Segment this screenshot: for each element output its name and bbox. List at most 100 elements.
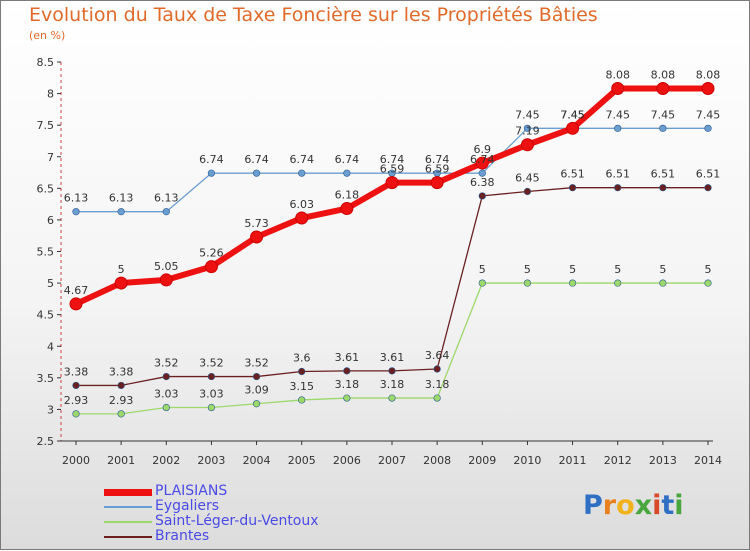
data-label: 6.03 [289, 198, 314, 211]
data-point [343, 169, 351, 177]
data-point [659, 184, 667, 192]
data-label: 6.74 [244, 153, 269, 166]
data-label: 6.45 [515, 171, 540, 184]
x-tick-label: 2002 [152, 454, 180, 467]
logo-letter: r [602, 490, 617, 521]
data-label: 6.74 [425, 153, 450, 166]
y-tick-label: 7 [47, 151, 54, 164]
y-tick-label: 3.5 [37, 372, 55, 385]
data-point [117, 410, 125, 418]
data-label: 5 [118, 263, 125, 276]
data-point [117, 381, 125, 390]
data-label: 5 [524, 263, 531, 276]
data-point [704, 124, 712, 132]
data-label: 6.51 [560, 168, 585, 181]
x-tick-label: 2003 [197, 454, 225, 467]
data-point [433, 365, 441, 373]
data-label: 6.74 [289, 153, 314, 166]
data-label: 7.45 [696, 108, 721, 121]
data-point [340, 202, 354, 216]
chart-subtitle: (en %) [29, 29, 66, 42]
x-tick-label: 2014 [694, 454, 722, 467]
legend-swatch [104, 521, 152, 523]
y-tick-label: 4.5 [37, 309, 55, 322]
data-label: 3.61 [380, 351, 405, 364]
y-tick-label: 6.5 [37, 182, 55, 195]
x-tick-label: 2009 [468, 454, 496, 467]
data-label: 7.19 [515, 125, 540, 138]
x-tick-label: 2005 [288, 454, 316, 467]
legend-swatch [104, 506, 152, 508]
data-point [566, 121, 580, 135]
data-label: 3.38 [64, 365, 89, 378]
y-tick-label: 6 [47, 214, 54, 227]
data-point [117, 208, 125, 216]
data-label: 5 [479, 263, 486, 276]
y-tick-label: 8 [47, 88, 54, 101]
data-point [114, 276, 128, 290]
data-point [204, 260, 218, 274]
data-label: 2.93 [109, 394, 134, 407]
x-tick-label: 2001 [107, 454, 135, 467]
legend-swatch [104, 488, 152, 496]
x-tick-label: 2004 [243, 454, 271, 467]
data-label: 3.38 [109, 365, 134, 378]
logo-letter: t [661, 490, 675, 521]
data-label: 7.45 [651, 108, 676, 121]
data-point [207, 403, 216, 412]
y-tick-label: 8.5 [37, 56, 55, 69]
data-label: 6.13 [109, 192, 134, 205]
data-label: 3.15 [289, 380, 314, 393]
data-label: 6.13 [154, 192, 179, 205]
data-point [611, 82, 625, 96]
data-point [72, 208, 80, 216]
data-label: 3.18 [380, 378, 405, 391]
data-point [252, 169, 261, 177]
logo-letter: x [634, 490, 653, 521]
data-point [343, 394, 351, 402]
data-label: 6.74 [470, 153, 495, 166]
y-tick-label: 2.5 [37, 435, 55, 448]
data-label: 7.45 [560, 108, 585, 121]
data-label: 8.08 [605, 69, 630, 82]
data-label: 6.59 [380, 163, 405, 176]
proxiti-logo: Proxiti [583, 490, 684, 521]
data-point [523, 187, 532, 196]
data-point [252, 400, 261, 408]
data-point [162, 372, 170, 381]
legend-swatch [104, 536, 152, 538]
data-point [704, 279, 712, 287]
y-tick-label: 7.5 [37, 119, 55, 132]
x-tick-label: 2011 [559, 454, 587, 467]
data-label: 8.08 [696, 69, 721, 82]
data-point [207, 372, 216, 381]
data-point [701, 82, 715, 96]
data-label: 5 [569, 263, 576, 276]
data-label: 5 [705, 263, 712, 276]
data-label: 5.26 [199, 247, 224, 260]
data-label: 3.18 [425, 378, 450, 391]
x-tick-label: 2012 [604, 454, 632, 467]
data-point [207, 169, 216, 177]
y-tick-label: 3 [47, 403, 54, 416]
data-label: 6.13 [64, 192, 89, 205]
data-label: 3.64 [425, 349, 450, 362]
data-point [298, 396, 306, 404]
data-point [704, 184, 712, 192]
legend-label: Saint-Léger-du-Ventoux [155, 513, 319, 529]
logo-letter: P [583, 490, 603, 521]
data-label: 3.61 [335, 351, 360, 364]
data-point [478, 279, 486, 287]
y-tick-label: 4 [47, 340, 54, 353]
legend-label: Brantes [155, 528, 210, 544]
data-point [298, 169, 306, 177]
data-point [72, 381, 80, 390]
data-label: 3.09 [244, 384, 269, 397]
data-label: 3.03 [154, 388, 179, 401]
data-label: 7.45 [515, 108, 540, 121]
data-label: 3.03 [199, 388, 224, 401]
data-point [69, 297, 83, 311]
data-label: 4.67 [64, 284, 89, 297]
data-label: 7.45 [605, 108, 630, 121]
